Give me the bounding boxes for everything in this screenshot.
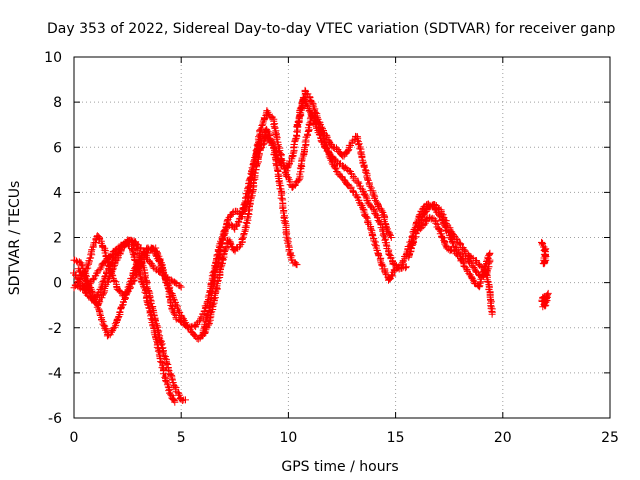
y-tick-label: -2 [48,321,62,337]
y-tick-label: 10 [44,50,62,66]
series-sat-track-5 [74,236,185,309]
series-sat-track-11 [538,289,552,311]
x-axis-label: GPS time / hours [281,459,398,475]
series-sat-track-4 [74,236,189,404]
y-tick-label: 4 [53,185,62,201]
chart-title: Day 353 of 2022, Sidereal Day-to-day VTE… [47,21,616,37]
grid-lines [74,57,610,418]
y-tick-label: -6 [48,411,62,427]
y-tick-label: 8 [53,95,62,111]
point-markers [538,289,552,311]
x-tick-label: 20 [494,430,512,446]
series-sat-track-6 [198,131,301,340]
point-markers [70,107,494,343]
x-axis: 0 5 10 15 20 25 [70,57,619,446]
y-tick-label: 6 [53,140,62,156]
series-sat-track-2 [70,86,395,331]
point-markers [70,86,395,331]
y-tick-label: 2 [53,231,62,247]
point-markers [417,213,494,291]
x-tick-label: 25 [601,430,619,446]
data-points [70,86,552,406]
point-markers [293,94,410,273]
series-sat-track-10 [538,238,550,268]
y-tick-label: 0 [53,276,62,292]
x-tick-label: 15 [387,430,405,446]
point-markers [198,131,301,340]
x-tick-label: 0 [70,430,79,446]
x-tick-label: 10 [279,430,297,446]
series-sat-track-1 [70,107,494,343]
point-markers [74,236,189,404]
x-tick-label: 5 [177,430,186,446]
y-axis-label: SDTVAR / TECUs [7,181,23,296]
y-tick-label: -4 [48,366,62,382]
point-markers [74,236,185,309]
series-sat-track-7 [293,94,410,273]
series-sat-track-9 [417,213,494,291]
point-markers [538,238,550,268]
